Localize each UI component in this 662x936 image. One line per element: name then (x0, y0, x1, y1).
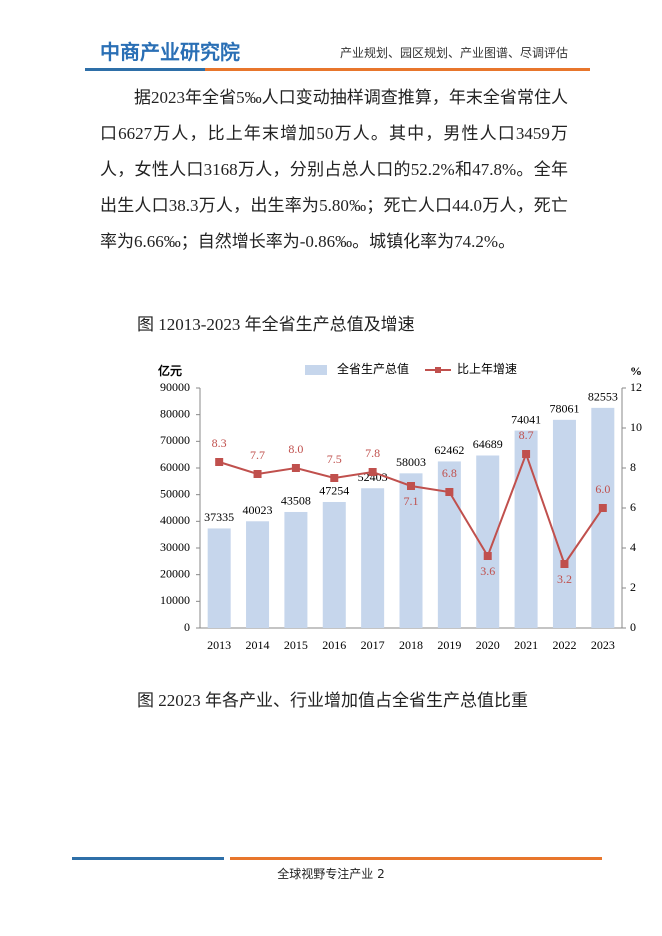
y-tick-label: 50000 (160, 486, 190, 500)
figure-caption: 图 12013-2023 年全省生产总值及增速 (137, 315, 415, 334)
bar (322, 501, 346, 628)
y-tick-label: 0 (184, 620, 190, 634)
y2-tick-label: 6 (630, 500, 636, 514)
rule (230, 857, 602, 860)
y-tick-label: 30000 (160, 540, 190, 554)
data-label: 47254 (319, 484, 349, 498)
chart: 亿元 % 0 10000 20000 30000 40000 50000 60000 70000 8… (158, 361, 642, 652)
figure-caption: 图 22023 年各产业、行业增加值占全省生产总值比重 (137, 691, 528, 710)
marker (215, 458, 224, 466)
y2-tick-label: 2 (630, 580, 636, 594)
data-label: 7.1 (404, 494, 419, 508)
data-label: 40023 (243, 503, 273, 517)
marker (522, 450, 531, 458)
data-label: 82553 (588, 390, 618, 404)
marker (368, 468, 377, 476)
x-tick-label: 2019 (437, 638, 461, 652)
data-label: 7.7 (250, 448, 265, 462)
bar (476, 455, 500, 628)
marker (483, 552, 492, 560)
x-tick-label: 2023 (591, 638, 615, 652)
x-tick-label: 2017 (361, 638, 385, 652)
marker (330, 474, 339, 482)
data-label: 3.6 (480, 564, 495, 578)
footer: 全球视野专注产业 2 (277, 867, 385, 881)
x-tick-label: 2020 (476, 638, 500, 652)
bar (437, 461, 461, 628)
y2-tick-label: 10 (630, 420, 642, 434)
legend-swatch (435, 367, 441, 373)
logo: 中商产业研究院 (100, 40, 240, 64)
legend-swatch (305, 365, 327, 375)
bar (284, 511, 308, 628)
legend-label: 比上年增速 (457, 362, 517, 376)
data-label: 8.3 (212, 436, 227, 450)
x-tick-label: 2018 (399, 638, 423, 652)
bar (591, 407, 615, 628)
data-label: 78061 (549, 402, 579, 416)
marker (560, 560, 569, 568)
y2-tick-label: 8 (630, 460, 636, 474)
data-label: 62462 (434, 443, 464, 457)
bar (246, 521, 270, 628)
data-label: 6.0 (595, 482, 610, 496)
x-tick-label: 2014 (246, 638, 270, 652)
x-tick-label: 2015 (284, 638, 308, 652)
y-tick-label: 40000 (160, 513, 190, 527)
y-tick-label: 70000 (160, 433, 190, 447)
data-label: 64689 (473, 437, 503, 451)
legend-label: 全省生产总值 (337, 361, 409, 376)
data-label: 37335 (204, 510, 234, 524)
paragraph: 据2023年全省5‰人口变动抽样调查推算，年末全省常住人口6627万人，比上年末… (100, 88, 568, 251)
y2-tick-label: 0 (630, 620, 636, 634)
x-tick-label: 2021 (514, 638, 538, 652)
data-label: 8.0 (288, 442, 303, 456)
data-label: 8.7 (519, 428, 534, 442)
y2-tick-label: 12 (630, 380, 642, 394)
y-tick-label: 20000 (160, 566, 190, 580)
y-tick-label: 90000 (160, 380, 190, 394)
marker (407, 482, 415, 490)
data-label: 58003 (396, 455, 426, 469)
data-label: 6.8 (442, 466, 457, 480)
rule (85, 68, 205, 71)
rule (72, 857, 224, 860)
y-axis-label: 亿元 (158, 363, 182, 378)
data-label: 7.8 (365, 446, 380, 460)
y2-axis-label: % (630, 364, 642, 378)
data-label: 7.5 (327, 452, 342, 466)
bar (552, 419, 576, 628)
data-label: 3.2 (557, 572, 572, 586)
y-tick-label: 60000 (160, 460, 190, 474)
y-tick-label: 80000 (160, 406, 190, 420)
bar (399, 473, 423, 628)
marker (253, 470, 262, 478)
bar (514, 430, 538, 628)
y-tick-label: 10000 (160, 593, 190, 607)
x-tick-label: 2013 (207, 638, 231, 652)
data-label: 43508 (281, 494, 311, 508)
rule (205, 68, 590, 71)
x-tick-label: 2016 (322, 638, 346, 652)
marker (291, 464, 300, 472)
bar (207, 528, 231, 628)
bar (361, 488, 385, 628)
marker (598, 504, 607, 512)
y2-tick-label: 4 (630, 540, 636, 554)
x-tick-label: 2022 (552, 638, 576, 652)
data-label: 74041 (511, 412, 541, 426)
marker (445, 488, 454, 496)
tagline: 产业规划、园区规划、产业图谱、尽调评估 (340, 46, 569, 60)
